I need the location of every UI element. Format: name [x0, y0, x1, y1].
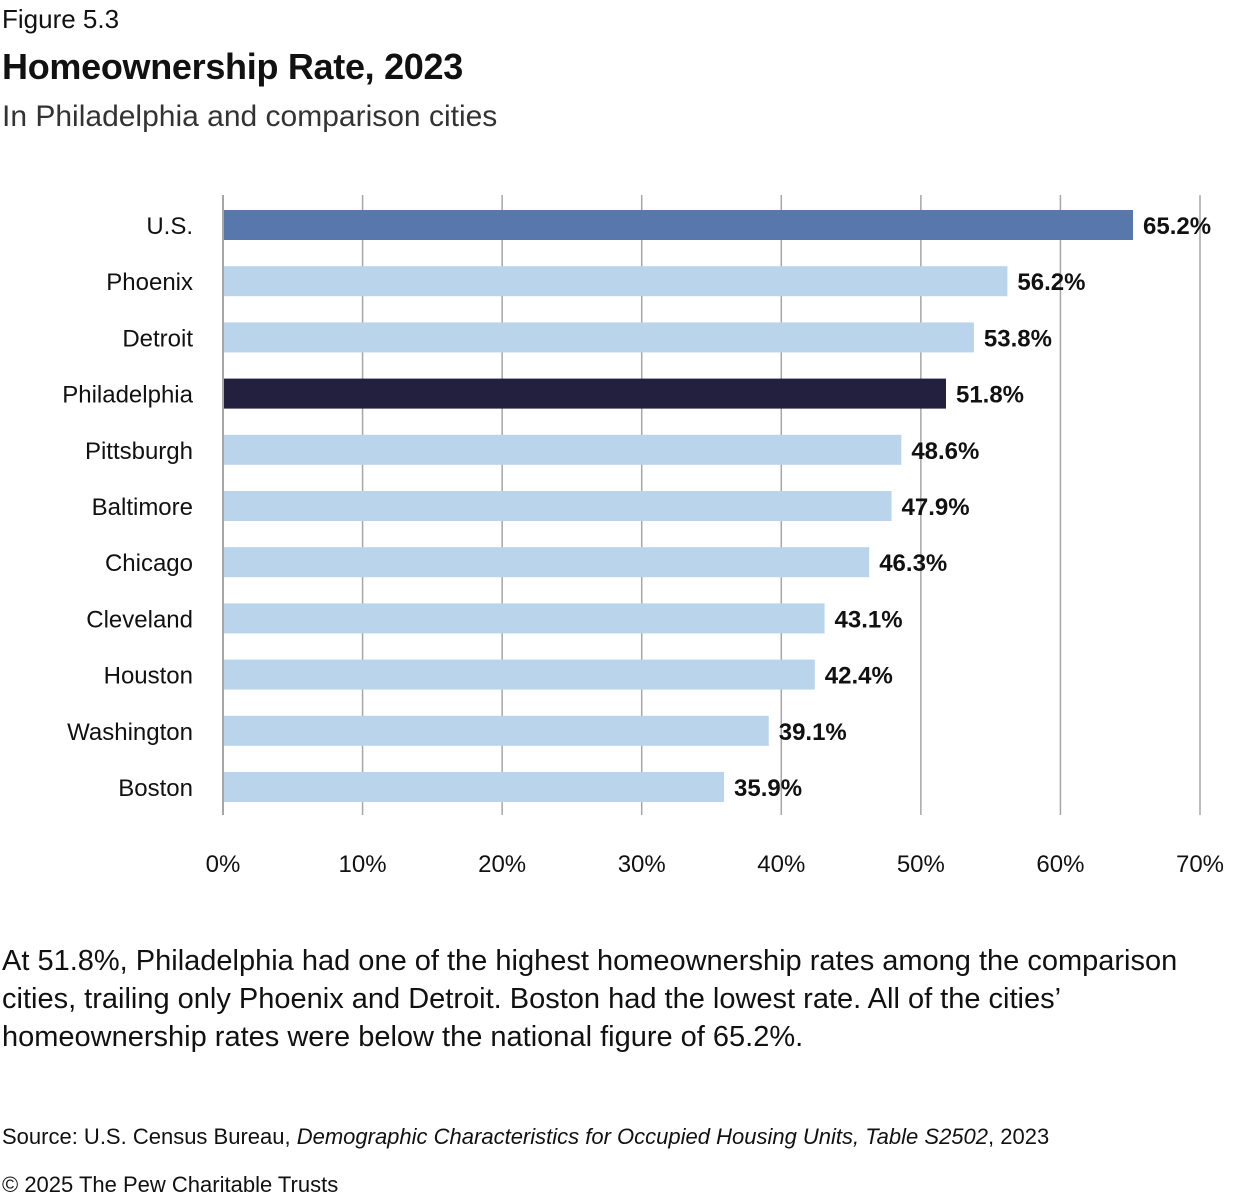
- category-label: Pittsburgh: [85, 438, 193, 465]
- bar: [224, 715, 769, 746]
- x-tick-label: 40%: [757, 851, 805, 878]
- category-label: Baltimore: [92, 494, 193, 521]
- value-label: 39.1%: [779, 719, 847, 746]
- bar: [224, 547, 870, 578]
- bars: [224, 210, 1134, 802]
- value-label: 47.9%: [902, 494, 970, 521]
- x-tick-label: 50%: [897, 851, 945, 878]
- x-tick-label: 0%: [206, 851, 241, 878]
- source-note: Source: U.S. Census Bureau, Demographic …: [2, 1124, 1049, 1150]
- bar: [224, 210, 1134, 240]
- figure-label: Figure 5.3: [2, 4, 120, 34]
- labels: 0% 10% 20% 30% 40% 50% 60% 70% U.S. 65.2% Phoenix 5…: [62, 213, 1224, 878]
- bar: [224, 603, 825, 634]
- value-label: 53.8%: [984, 325, 1052, 352]
- category-label: Chicago: [105, 550, 193, 577]
- bar: [224, 434, 902, 465]
- bar: [224, 772, 725, 802]
- category-label: Houston: [104, 663, 193, 690]
- chart-caption: At 51.8%, Philadelphia had one of the hi…: [2, 945, 1178, 1053]
- category-label: Washington: [67, 719, 193, 746]
- x-tick-label: 60%: [1036, 851, 1084, 878]
- copyright: © 2025 The Pew Charitable Trusts: [2, 1172, 339, 1197]
- category-label: Boston: [118, 775, 193, 802]
- value-label: 65.2%: [1143, 213, 1211, 240]
- bar: [224, 491, 892, 521]
- bar: [224, 322, 974, 353]
- value-label: 48.6%: [911, 438, 979, 465]
- value-label: 51.8%: [956, 382, 1024, 409]
- x-tick-label: 10%: [339, 851, 387, 878]
- value-label: 46.3%: [879, 550, 947, 577]
- chart-subtitle: In Philadelphia and comparison cities: [2, 100, 498, 133]
- x-tick-label: 30%: [618, 851, 666, 878]
- category-label: U.S.: [146, 213, 193, 240]
- value-label: 35.9%: [734, 775, 802, 802]
- x-tick-label: 20%: [478, 851, 526, 878]
- bar: [224, 266, 1008, 297]
- source-prefix: Source: U.S. Census Bureau,: [2, 1124, 297, 1149]
- category-label: Cleveland: [86, 606, 193, 633]
- x-tick-label: 70%: [1176, 851, 1224, 878]
- category-label: Detroit: [122, 325, 193, 352]
- value-label: 56.2%: [1017, 269, 1085, 296]
- bar: [224, 659, 815, 690]
- value-label: 42.4%: [825, 663, 893, 690]
- category-label: Phoenix: [106, 269, 193, 296]
- bar: [224, 378, 946, 409]
- category-label: Philadelphia: [62, 382, 193, 409]
- value-label: 43.1%: [835, 606, 903, 633]
- source-title: Demographic Characteristics for Occupied…: [296, 1124, 989, 1149]
- chart-title: Homeownership Rate, 2023: [2, 46, 463, 87]
- bar-chart: 0% 10% 20% 30% 40% 50% 60% 70% U.S. 65.2% Phoenix 5…: [62, 195, 1224, 878]
- source-suffix: , 2023: [988, 1124, 1050, 1149]
